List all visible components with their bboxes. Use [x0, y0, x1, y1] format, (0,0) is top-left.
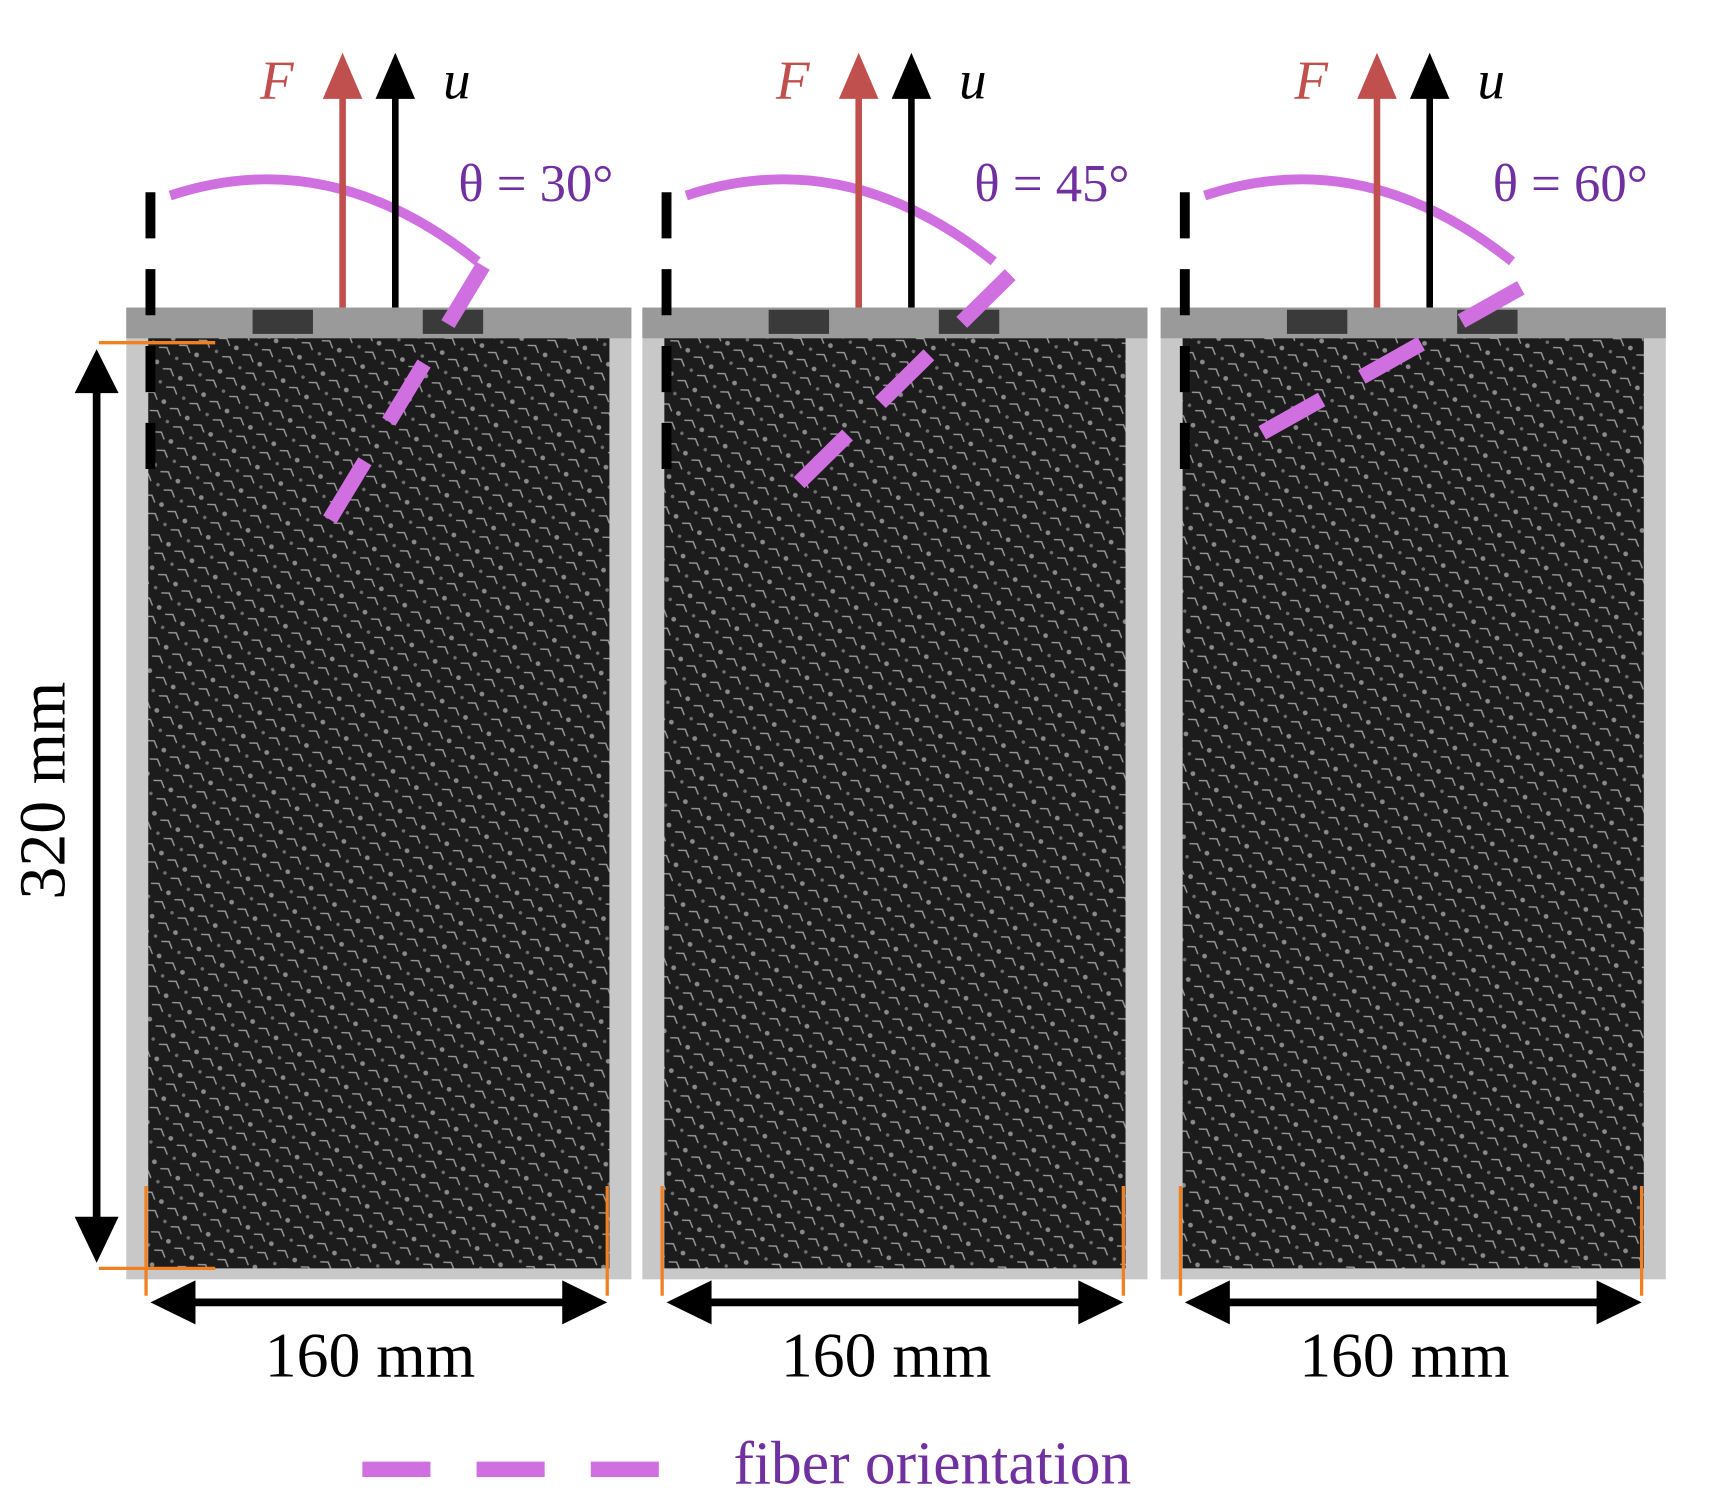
specimen	[664, 338, 1126, 1269]
grip-bolt	[252, 309, 313, 334]
fiber-line	[1237, 281, 1525, 452]
angle-arc	[1203, 174, 1516, 266]
grip-top	[642, 307, 1148, 339]
force-label: F	[1293, 49, 1328, 110]
grip-bolt	[1286, 309, 1348, 334]
fiber-line	[776, 269, 1016, 506]
angle-label: θ = 60°	[1493, 155, 1648, 213]
displacement-label: u	[959, 49, 986, 110]
width-arrowhead	[1078, 1280, 1124, 1325]
width-arrowhead	[1596, 1280, 1642, 1325]
force-label: F	[259, 49, 294, 110]
force-arrowhead	[322, 52, 363, 99]
width-label: 160 mm	[1299, 1319, 1509, 1390]
specimen	[1182, 338, 1644, 1269]
width-arrowhead	[150, 1280, 196, 1325]
angle-arc	[168, 174, 481, 266]
height-dimension: 320 mm	[7, 341, 216, 1270]
displacement-arrowhead	[375, 52, 416, 99]
fiber-line	[311, 261, 490, 543]
force-arrowhead	[838, 52, 879, 99]
angle-label: θ = 45°	[974, 155, 1129, 213]
legend: fiber orientation	[362, 1429, 1131, 1497]
force-arrowhead	[1357, 52, 1397, 99]
legend-label: fiber orientation	[734, 1429, 1132, 1497]
displacement-label: u	[443, 49, 470, 110]
force-label: F	[775, 49, 810, 110]
width-arrowhead	[562, 1280, 608, 1325]
displacement-arrowhead	[1409, 52, 1450, 99]
grip-top	[1160, 307, 1666, 339]
width-arrowhead	[666, 1280, 712, 1325]
height-label: 320 mm	[7, 682, 80, 900]
displacement-label: u	[1477, 49, 1504, 110]
grip-top	[126, 307, 632, 339]
width-arrowhead	[1184, 1280, 1230, 1325]
specimen	[148, 338, 610, 1269]
angle-arc	[684, 174, 997, 266]
displacement-arrowhead	[891, 52, 932, 99]
grip-bolt	[768, 309, 830, 334]
width-label: 160 mm	[781, 1319, 991, 1390]
angle-label: θ = 30°	[458, 155, 613, 213]
width-label: 160 mm	[265, 1319, 475, 1390]
